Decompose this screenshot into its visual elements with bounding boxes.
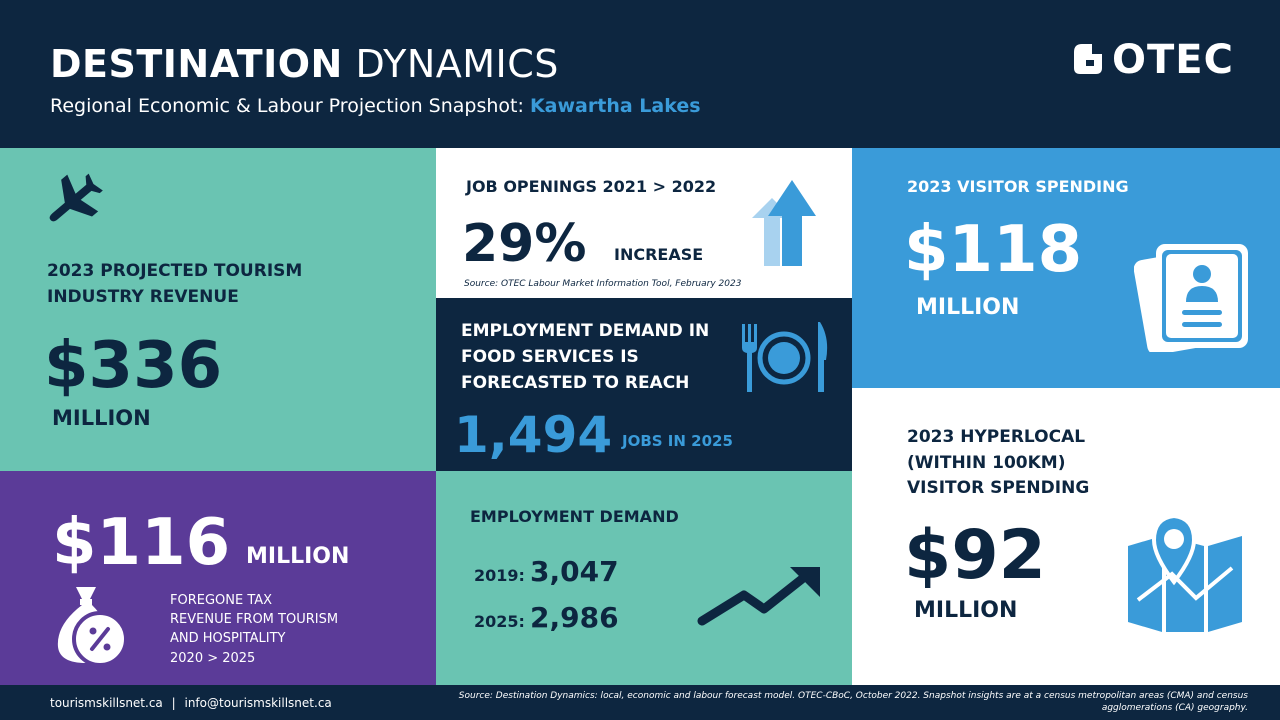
hyperlocal-label-2: (WITHIN 100KM): [907, 453, 1066, 473]
header-banner: DESTINATION DYNAMICS Regional Economic &…: [0, 0, 1280, 148]
trend-up-arrow-icon: [697, 567, 820, 626]
job-openings-unit: INCREASE: [614, 245, 704, 264]
footer-website-link[interactable]: tourismskillsnet.ca: [50, 696, 163, 710]
tourism-revenue-label-2: INDUSTRY REVENUE: [47, 287, 239, 307]
id-card-icon: [1134, 244, 1248, 352]
foregone-tax-desc-2: REVENUE FROM TOURISM: [170, 612, 339, 627]
employment-demand-panel: EMPLOYMENT DEMAND 2019: 3,047 2025: 2,98…: [436, 471, 852, 685]
hyperlocal-label-3: VISITOR SPENDING: [907, 478, 1090, 498]
tourism-revenue-panel: 2023 PROJECTED TOURISM INDUSTRY REVENUE …: [0, 148, 436, 471]
foregone-tax-panel: $116 MILLION FOREGONE TAX REVENUE FROM T…: [0, 471, 436, 685]
employment-demand-row-2025: 2025: 2,986: [474, 601, 619, 634]
foregone-tax-value: $116: [52, 506, 231, 580]
footer-source: Source: Destination Dynamics: local, eco…: [458, 691, 1248, 713]
hyperlocal-unit: MILLION: [914, 598, 1018, 623]
subtitle-text: Regional Economic & Labour Projection Sn…: [50, 95, 524, 117]
title-bold: DESTINATION: [50, 42, 343, 86]
money-bag-percent-icon: [57, 587, 128, 667]
visitor-spending-value: $118: [904, 213, 1083, 287]
hyperlocal-value: $92: [904, 516, 1046, 595]
visitor-spending-unit: MILLION: [916, 295, 1020, 320]
map-pin-icon: [1128, 513, 1242, 632]
footer: tourismskillsnet.ca | info@tourismskills…: [0, 685, 1280, 720]
employment-demand-value-2025: 2,986: [530, 601, 619, 634]
job-openings-value: 29%: [462, 214, 587, 274]
food-services-value: 1,494: [454, 406, 613, 464]
food-services-label-3: FORECASTED TO REACH: [461, 373, 690, 393]
employment-demand-row-2019: 2019: 3,047: [474, 555, 619, 588]
tourism-revenue-value: $336: [44, 329, 223, 403]
fork-plate-knife-icon: [742, 322, 828, 392]
footer-contact: tourismskillsnet.ca | info@tourismskills…: [50, 696, 332, 710]
job-openings-panel: JOB OPENINGS 2021 > 2022 29% INCREASE So…: [436, 148, 852, 298]
tourism-revenue-label-1: 2023 PROJECTED TOURISM: [47, 261, 303, 281]
page-subtitle: Regional Economic & Labour Projection Sn…: [50, 95, 701, 117]
food-services-unit: JOBS IN 2025: [622, 432, 733, 450]
food-services-label-1: EMPLOYMENT DEMAND IN: [461, 321, 710, 341]
page-title: DESTINATION DYNAMICS: [50, 42, 559, 86]
hyperlocal-spending-panel: 2023 HYPERLOCAL (WITHIN 100KM) VISITOR S…: [852, 388, 1280, 685]
logo-text: OTEC: [1112, 37, 1234, 83]
visitor-spending-label: 2023 VISITOR SPENDING: [907, 177, 1129, 196]
foregone-tax-desc-3: AND HOSPITALITY: [170, 631, 286, 646]
employment-demand-value-2019: 3,047: [530, 555, 619, 588]
employment-demand-year-2019: 2019:: [474, 566, 525, 585]
visitor-spending-panel: 2023 VISITOR SPENDING $118 MILLION: [852, 148, 1280, 388]
title-rest: DYNAMICS: [355, 42, 559, 86]
employment-demand-year-2025: 2025:: [474, 612, 525, 631]
region-name: Kawartha Lakes: [529, 95, 701, 117]
footer-separator: |: [171, 696, 176, 710]
food-services-panel: EMPLOYMENT DEMAND IN FOOD SERVICES IS FO…: [436, 298, 852, 471]
employment-demand-label: EMPLOYMENT DEMAND: [470, 507, 679, 526]
otec-logo: OTEC: [1072, 37, 1244, 83]
up-arrows-icon: [752, 180, 816, 266]
tourism-revenue-unit: MILLION: [52, 406, 151, 430]
food-services-label-2: FOOD SERVICES IS: [461, 347, 639, 367]
foregone-tax-unit: MILLION: [246, 544, 350, 569]
foregone-tax-desc-4: 2020 > 2025: [170, 651, 256, 666]
footer-email-link[interactable]: info@tourismskillsnet.ca: [184, 696, 332, 710]
job-openings-label: JOB OPENINGS 2021 > 2022: [466, 177, 717, 196]
job-openings-source: Source: OTEC Labour Market Information T…: [464, 279, 742, 289]
hyperlocal-label-1: 2023 HYPERLOCAL: [907, 427, 1086, 447]
foregone-tax-desc-1: FOREGONE TAX: [170, 593, 273, 608]
airplane-icon: [49, 173, 103, 222]
otec-logo-mark-icon: [1074, 44, 1102, 74]
